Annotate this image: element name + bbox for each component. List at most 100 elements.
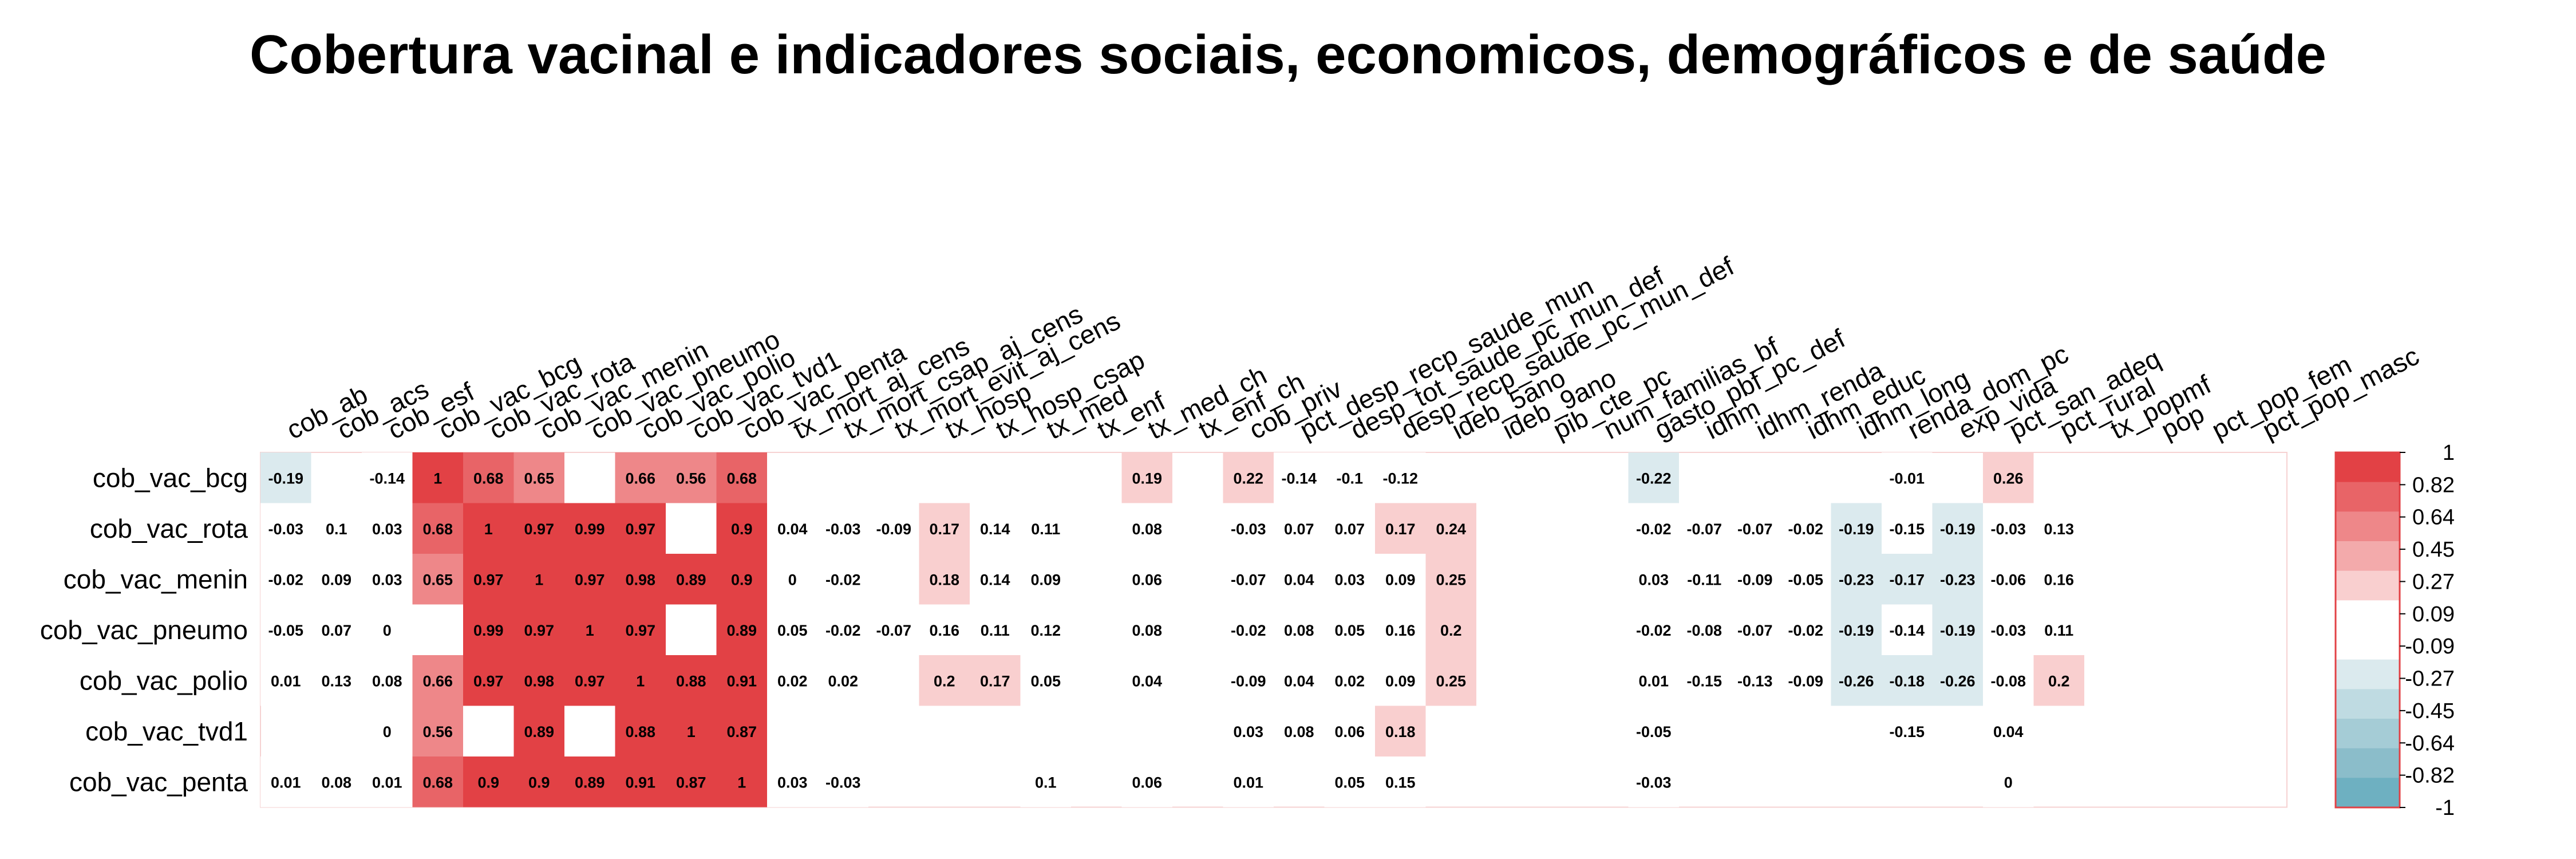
heatmap-cell	[513, 706, 564, 756]
heatmap-cell	[1324, 554, 1375, 605]
cell-value-label: 0.98	[625, 571, 655, 588]
cells-layer	[260, 452, 2287, 808]
cell-value-label: -0.02	[1231, 622, 1266, 639]
row-label: cob_vac_menin	[64, 564, 248, 594]
heatmap-cell	[970, 554, 1021, 605]
cell-value-label: -0.03	[1636, 774, 1672, 791]
cell-value-label: -0.12	[1382, 470, 1418, 487]
heatmap-cell	[260, 503, 311, 554]
heatmap-cell	[362, 503, 413, 554]
heatmap-cell	[970, 604, 1021, 655]
heatmap-cell	[1628, 554, 1679, 605]
heatmap-cell	[716, 452, 767, 503]
heatmap-cell	[1780, 554, 1831, 605]
heatmap-cell	[1780, 503, 1831, 554]
cell-value-label: 0.08	[372, 672, 402, 689]
cell-value-label: 0.18	[1385, 723, 1416, 740]
cell-value-label: 0.09	[1385, 571, 1416, 588]
cell-value-label: -0.07	[1231, 571, 1266, 588]
heatmap-cell	[2033, 503, 2084, 554]
cell-value-label: -0.02	[1636, 622, 1672, 639]
cell-value-label: -0.19	[1940, 622, 1976, 639]
heatmap-cell	[564, 604, 615, 655]
cell-value-label: 0.03	[1233, 723, 1263, 740]
heatmap-cell	[1020, 756, 1071, 807]
heatmap-cell	[1324, 503, 1375, 554]
heatmap-cell	[1628, 503, 1679, 554]
heatmap-cell	[868, 604, 919, 655]
cell-value-label: 0.08	[1284, 622, 1314, 639]
heatmap-cell	[767, 604, 818, 655]
heatmap-cell	[1983, 655, 2034, 706]
heatmap-cell	[564, 756, 615, 807]
cell-value-label: 0.02	[777, 672, 808, 689]
cell-value-label: 0.25	[1436, 571, 1466, 588]
heatmap-cell	[1121, 452, 1172, 503]
cell-value-label: -0.06	[1990, 571, 2026, 588]
heatmap-cell	[1324, 452, 1375, 503]
heatmap-cell	[513, 655, 564, 706]
heatmap-cell	[1020, 554, 1071, 605]
heatmap-cell	[1679, 503, 1730, 554]
heatmap-cell	[2033, 655, 2084, 706]
cell-value-label: 0.11	[1031, 521, 1060, 538]
cell-value-label: -0.03	[268, 521, 303, 538]
legend-tick-label: -1	[2435, 796, 2455, 820]
heatmap-cell	[1375, 655, 1426, 706]
heatmap-cell	[1983, 452, 2034, 503]
heatmap-cell	[311, 655, 362, 706]
heatmap-cell	[362, 554, 413, 605]
legend-color-band	[2336, 511, 2400, 542]
cell-value-label: 0.9	[731, 521, 753, 538]
heatmap-cell	[1324, 756, 1375, 807]
cell-value-label: -0.19	[1839, 622, 1874, 639]
legend-color-band	[2336, 541, 2400, 572]
heatmap-cell	[1831, 655, 1882, 706]
heatmap-cell	[513, 756, 564, 807]
cell-value-label: 0.14	[980, 571, 1010, 588]
heatmap-cell	[666, 452, 717, 503]
legend-tick-label: 0.27	[2412, 570, 2455, 594]
heatmap-cell	[1121, 503, 1172, 554]
heatmap-cell	[362, 756, 413, 807]
heatmap-cell	[817, 756, 868, 807]
color-legend: 1 0.82 0.64 0.45 0.27 0.09 -0.09 -0.27 -0.45 -0.6…	[2334, 441, 2455, 820]
heatmap-cell	[1983, 604, 2034, 655]
heatmap-cell	[1983, 503, 2034, 554]
heatmap-cell	[1932, 503, 1983, 554]
heatmap-cell	[716, 655, 767, 706]
heatmap-cell	[1628, 756, 1679, 807]
cell-value-label: -0.05	[1636, 723, 1672, 740]
cell-value-label: 0.01	[271, 774, 301, 791]
legend-tick-label: -0.27	[2405, 667, 2455, 691]
cell-value-label: 0.56	[422, 723, 453, 740]
cell-value-label: -0.07	[1737, 521, 1773, 538]
cell-value-label: 0.66	[625, 470, 655, 487]
row-label: cob_vac_polio	[80, 665, 248, 695]
cell-value-label: 0.68	[726, 470, 757, 487]
heatmap-cell	[1679, 604, 1730, 655]
heatmap-cell	[1223, 604, 1274, 655]
heatmap-cell	[513, 503, 564, 554]
heatmap-cell	[1375, 706, 1426, 756]
cell-value-label: -0.09	[876, 521, 911, 538]
heatmap-cell	[1628, 452, 1679, 503]
heatmap-cell	[513, 452, 564, 503]
cell-value-label: 0.17	[929, 521, 959, 538]
cell-value-label: 1	[586, 622, 594, 639]
heatmap-cell	[260, 655, 311, 706]
row-label: cob_vac_pneumo	[40, 615, 248, 645]
legend-tick-label: 1	[2443, 441, 2455, 465]
row-label: cob_vac_rota	[90, 514, 248, 543]
cell-value-label: -0.07	[1686, 521, 1722, 538]
cell-value-label: 0.56	[676, 470, 706, 487]
legend-color-band	[2336, 719, 2400, 749]
cell-value-label: -0.23	[1839, 571, 1874, 588]
cell-value-label: 0.02	[828, 672, 858, 689]
heatmap-cell	[1425, 655, 1476, 706]
heatmap-cell	[260, 604, 311, 655]
cell-value-label: 0.1	[326, 521, 347, 538]
cell-value-label: 0.89	[676, 571, 706, 588]
cell-value-label: 1	[535, 571, 543, 588]
